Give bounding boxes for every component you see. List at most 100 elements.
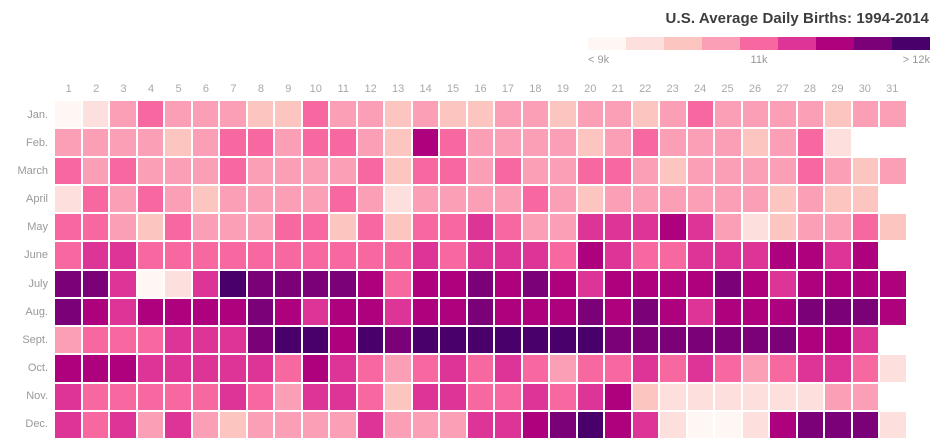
month-label-aug: Aug. <box>25 305 48 318</box>
heatmap-cell-july-1 <box>55 270 81 297</box>
day-header-18: 18 <box>529 83 542 95</box>
heatmap-cell-oct-14 <box>412 355 439 382</box>
heatmap-cell-may-20 <box>577 214 604 241</box>
day-header-14: 14 <box>419 83 432 95</box>
day-header-6: 6 <box>202 83 210 95</box>
heatmap-cell-dec-3 <box>110 411 136 438</box>
heatmap-cell-april-10 <box>302 185 329 212</box>
heatmap-cell-july-9 <box>275 270 301 297</box>
month-label-jan: Jan. <box>27 109 48 122</box>
heatmap-cell-april-19 <box>550 185 576 212</box>
heatmap-cell-jan-1 <box>55 101 81 128</box>
heatmap-cell-feb-13 <box>385 129 411 156</box>
heatmap-cell-nov-2 <box>82 383 109 410</box>
day-header-2: 2 <box>93 83 100 95</box>
heatmap-cell-july-13 <box>385 270 411 297</box>
heatmap-cell-sept-18 <box>522 327 549 354</box>
heatmap-cell-dec-27 <box>770 411 796 438</box>
legend-color-strip <box>588 37 930 50</box>
heatmap-cell-nov-11 <box>330 383 356 410</box>
heatmap-cell-nov-9 <box>275 383 301 410</box>
heatmap-cell-aug-17 <box>495 298 521 325</box>
heatmap-cell-oct-20 <box>577 355 604 382</box>
heatmap-cell-march-6 <box>192 157 219 184</box>
heatmap-cell-march-27 <box>770 157 796 184</box>
heatmap-cell-march-13 <box>385 157 411 184</box>
heatmap-cell-aug-8 <box>247 298 274 325</box>
heatmap-cell-may-3 <box>110 214 136 241</box>
heatmap-cell-april-17 <box>495 185 521 212</box>
heatmap-cell-nov-25 <box>715 383 741 410</box>
heatmap-cell-june-26 <box>742 242 769 269</box>
heatmap-cell-oct-12 <box>357 355 384 382</box>
day-header-17: 17 <box>501 83 515 95</box>
heatmap-cell-feb-12 <box>357 129 384 156</box>
heatmap-cell-sept-27 <box>770 327 796 354</box>
heatmap-cell-aug-6 <box>192 298 219 325</box>
heatmap-cell-july-29 <box>825 270 851 297</box>
heatmap-cell-july-14 <box>412 270 439 297</box>
heatmap-cell-june-28 <box>797 242 824 269</box>
heatmap-cell-may-16 <box>467 214 494 241</box>
heatmap-cell-jan-22 <box>632 101 659 128</box>
heatmap-cell-dec-15 <box>440 411 466 438</box>
heatmap-cell-oct-1 <box>55 355 81 382</box>
heatmap-cell-march-18 <box>522 157 549 184</box>
heatmap-cell-dec-5 <box>165 411 191 438</box>
heatmap-cell-nov-30 <box>852 383 879 410</box>
heatmap-cell-feb-30 <box>853 129 879 155</box>
heatmap-cell-april-12 <box>357 185 384 212</box>
heatmap-cell-sept-9 <box>275 327 301 354</box>
heatmap-cell-dec-10 <box>302 411 329 438</box>
heatmap-cell-sept-1 <box>55 327 81 354</box>
heatmap-cell-aug-31 <box>880 298 906 325</box>
heatmap-cell-nov-19 <box>550 383 576 410</box>
month-label-march: March <box>17 165 48 178</box>
heatmap-cell-feb-29 <box>825 129 851 156</box>
heatmap-cell-sept-4 <box>137 327 164 354</box>
heatmap-cell-june-18 <box>522 242 549 269</box>
heatmap-cell-sept-11 <box>330 327 356 354</box>
heatmap-cell-oct-15 <box>440 355 466 382</box>
heatmap-cell-nov-20 <box>577 383 604 410</box>
heatmap-cell-sept-5 <box>165 327 191 354</box>
heatmap-cell-july-28 <box>797 270 824 297</box>
heatmap-cell-aug-21 <box>605 298 631 325</box>
heatmap-cell-aug-9 <box>275 298 301 325</box>
legend-swatch-7 <box>854 37 892 50</box>
day-header-5: 5 <box>175 83 182 95</box>
heatmap-cell-aug-19 <box>550 298 576 325</box>
day-header-13: 13 <box>392 83 405 95</box>
heatmap-cell-sept-29 <box>825 327 851 354</box>
heatmap-cell-july-23 <box>660 270 686 297</box>
heatmap-cell-june-3 <box>110 242 136 269</box>
heatmap-cell-july-22 <box>632 270 659 297</box>
heatmap-cell-jan-8 <box>247 101 274 128</box>
heatmap-cell-jan-6 <box>192 101 219 128</box>
day-header-3: 3 <box>120 83 127 95</box>
heatmap-cell-sept-20 <box>577 327 604 354</box>
heatmap-cell-july-30 <box>852 270 879 297</box>
heatmap-cell-dec-24 <box>687 411 714 438</box>
heatmap-cell-april-23 <box>660 185 686 212</box>
heatmap-cell-april-21 <box>605 185 631 212</box>
heatmap-cell-march-19 <box>550 157 576 184</box>
heatmap-cell-oct-23 <box>660 355 686 382</box>
day-header-11: 11 <box>337 83 349 95</box>
heatmap-cell-oct-31 <box>880 355 906 382</box>
heatmap-cell-march-14 <box>412 157 439 184</box>
heatmap-cell-may-5 <box>165 214 191 241</box>
heatmap-cell-feb-24 <box>687 129 714 156</box>
heatmap-cell-march-11 <box>330 157 356 184</box>
heatmap-cell-april-8 <box>247 185 274 212</box>
legend-mid-label: 11k <box>750 54 768 66</box>
heatmap-cell-aug-10 <box>302 298 329 325</box>
heatmap-cell-feb-1 <box>55 129 81 156</box>
heatmap-cell-jan-2 <box>82 101 109 128</box>
chart-title: U.S. Average Daily Births: 1994-2014 <box>665 10 929 27</box>
heatmap-cell-aug-3 <box>110 298 136 325</box>
heatmap-cell-jan-31 <box>880 101 906 128</box>
heatmap-cell-may-4 <box>137 214 164 241</box>
heatmap-cell-june-16 <box>467 242 494 269</box>
heatmap-cell-june-10 <box>302 242 329 269</box>
